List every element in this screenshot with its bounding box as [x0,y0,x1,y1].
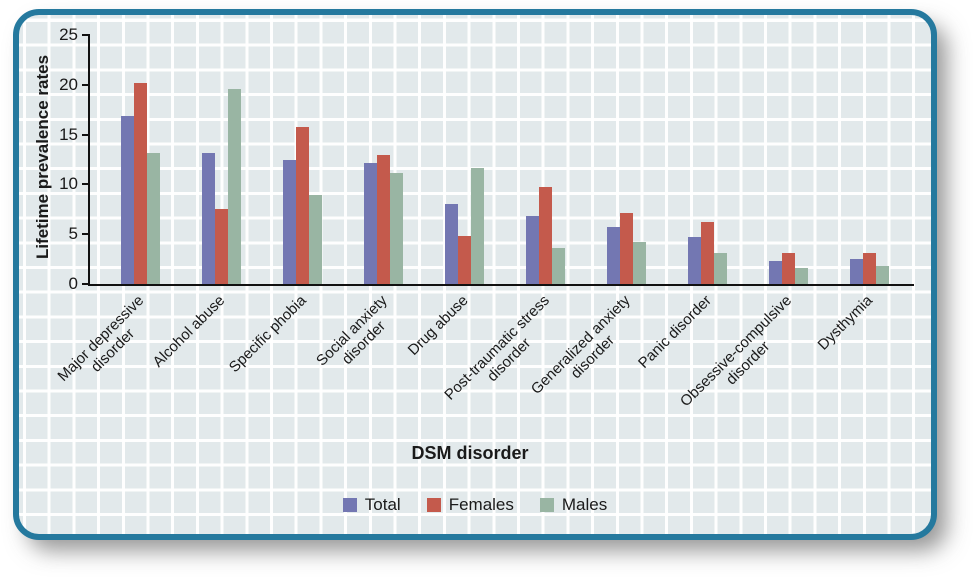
x-category-label-text: Dysthymia [814,292,877,354]
bar-females [296,126,309,284]
bar-total [121,115,134,284]
bar-females [782,253,795,284]
legend-label: Males [561,495,608,514]
bar-males [228,88,241,284]
bar-total [850,259,863,284]
x-category-label-text: Major depressive disorder [54,292,148,385]
bar-males [309,195,322,284]
y-tick-mark [82,183,88,186]
bar-males [471,168,484,284]
bar-females [620,213,633,284]
x-axis-title: DSM disorder [411,443,529,463]
bar-total [364,163,377,284]
bar-males [390,173,403,284]
y-tick-mark [82,83,88,86]
x-axis-line [88,284,914,286]
bar-males [633,242,646,284]
legend-label: Total [364,495,401,514]
bar-chart: Lifetime prevalence rates 0 5 10 15 20 25 Maj… [19,15,931,534]
chart-panel: Lifetime prevalence rates 0 5 10 15 20 25 Maj… [13,9,937,540]
y-tick-label: 15 [59,124,78,144]
x-category-label-text: Panic disorder [634,292,715,372]
y-tick-label: 0 [68,274,78,293]
x-category-label-text: Drug abuse [404,292,472,359]
legend-swatch-females [426,498,441,512]
bar-females [377,154,390,284]
bar-total [769,261,782,284]
bar-males [714,253,727,284]
bar-males [552,248,565,284]
y-tick-mark [82,233,88,236]
bar-total [445,204,458,284]
y-tick-label: 10 [59,174,78,194]
y-tick-mark [82,133,88,136]
bar-females [539,187,552,284]
legend-item-females: Females [426,495,514,515]
y-tick-mark [82,283,88,285]
bar-males [795,268,808,284]
legend-swatch-total [342,498,357,512]
bar-total [202,152,215,284]
legend-label: Females [448,495,514,514]
bar-females [863,253,876,284]
chart-legend: Total Females Males [19,495,931,515]
bar-females [134,82,147,284]
bar-total [688,237,701,284]
y-tick-mark [82,34,88,36]
legend-item-total: Total [342,495,401,515]
y-tick-label: 25 [59,25,78,44]
bar-total [283,159,296,284]
y-tick-label: 5 [68,224,78,244]
y-tick-label: 20 [59,74,78,94]
bar-total [526,216,539,284]
x-category-label-text: Specific phobia [225,292,310,376]
bar-females [701,222,714,284]
legend-item-males: Males [539,495,608,515]
bar-females [215,209,228,284]
bar-females [458,236,471,284]
y-axis-line [88,34,90,286]
x-category-label-text: Social anxiety disorder [313,292,391,370]
x-category-label-text: Alcohol abuse [149,292,229,371]
legend-swatch-males [539,498,554,512]
bar-total [607,227,620,284]
bar-males [876,266,889,284]
bar-males [147,152,160,284]
